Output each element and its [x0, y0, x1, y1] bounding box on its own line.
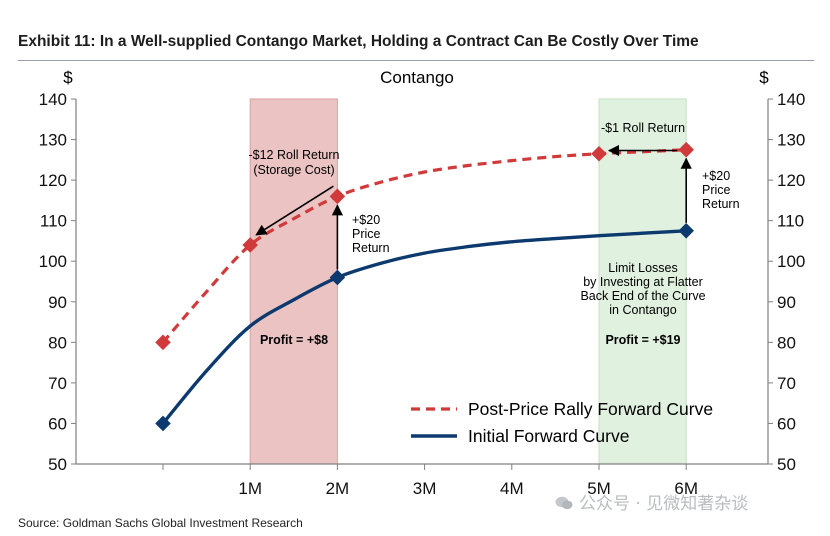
title-divider: [18, 60, 814, 61]
y-tick-label-left: 120: [39, 171, 67, 190]
y-tick-label-left: 130: [39, 131, 67, 150]
x-tick-label: 6M: [674, 479, 698, 498]
legend-label-initial: Initial Forward Curve: [468, 426, 629, 446]
band-flat: [598, 98, 687, 465]
post-rally-point: [329, 188, 346, 205]
y-tick-label-left: 110: [40, 212, 67, 231]
annotation-roll-left: -$12 Roll Return (Storage Cost): [248, 148, 339, 177]
y-axis-title-left: $: [63, 68, 73, 87]
watermark-text: 公众号 · 见微知著杂谈: [579, 494, 749, 514]
annotation-price-left: +$20 Price Return: [352, 213, 390, 255]
post-rally-point: [678, 141, 694, 158]
bands-layer: [249, 98, 687, 465]
x-tick-label: 3M: [413, 479, 437, 498]
x-tick-label: 5M: [587, 479, 611, 498]
y-tick-label-right: 110: [777, 212, 804, 231]
arrows-layer: [255, 144, 692, 270]
y-tick-label-right: 60: [777, 414, 796, 433]
annotation-roll-right: -$1 Roll Return: [601, 121, 685, 135]
y-axis-title-right: $: [759, 68, 769, 87]
chart-title: Contango: [380, 68, 454, 87]
post-rally-point: [242, 237, 258, 253]
y-tick-label-right: 140: [777, 90, 805, 109]
roll-arrow-left: [255, 185, 334, 236]
y-tick-label-left: 70: [48, 374, 67, 393]
post-rally-point: [591, 145, 607, 162]
initial-point: [155, 415, 171, 432]
y-tick-label-right: 100: [777, 252, 805, 271]
annotation-price-right: +$20 Price Return: [702, 169, 740, 211]
y-tick-label-right: 90: [777, 293, 796, 312]
y-tick-label-right: 130: [777, 131, 805, 150]
y-tick-label-left: 90: [48, 293, 67, 312]
y-tick-label-left: 80: [48, 333, 67, 352]
post-rally-point: [155, 334, 171, 351]
wechat-logo-icon: [555, 496, 573, 510]
x-tick-label: 4M: [500, 479, 524, 498]
x-tick-label: 1M: [238, 479, 262, 498]
band-roll: [249, 98, 338, 465]
profit-label-left: Profit = +$8: [260, 333, 328, 347]
legend-layer: Post-Price Rally Forward Curve Initial Fo…: [411, 399, 713, 446]
y-tick-label-right: 50: [777, 455, 796, 474]
axes-layer: 50 50 60 60 70 70 80 80 90 90 100 100 110 110 120 120 13…: [39, 68, 806, 498]
y-tick-label-right: 120: [777, 171, 805, 190]
x-tick-label: 2M: [326, 479, 350, 498]
initial-point: [678, 223, 694, 239]
source-note: Source: Goldman Sachs Global Investment …: [18, 516, 303, 530]
y-tick-label-left: 60: [48, 414, 67, 433]
initial-curve-line: [161, 229, 687, 425]
y-tick-label-left: 50: [48, 455, 67, 474]
watermark: 公众号 · 见微知著杂谈: [555, 489, 748, 514]
y-tick-label-left: 140: [39, 90, 67, 109]
y-tick-label-right: 70: [777, 374, 796, 393]
exhibit-title: Exhibit 11: In a Well-supplied Contango …: [18, 33, 699, 50]
text-layer: -$12 Roll Return (Storage Cost) +$20 Price R…: [248, 121, 739, 347]
series-layer: [155, 141, 694, 432]
y-tick-label-left: 100: [39, 252, 67, 271]
profit-label-right: Profit = +$19: [605, 333, 680, 347]
y-tick-label-right: 80: [777, 333, 796, 352]
annotation-limit-losses: Limit Losses by Investing at Flatter Back …: [580, 261, 705, 317]
legend-label-post-rally: Post-Price Rally Forward Curve: [468, 399, 713, 419]
